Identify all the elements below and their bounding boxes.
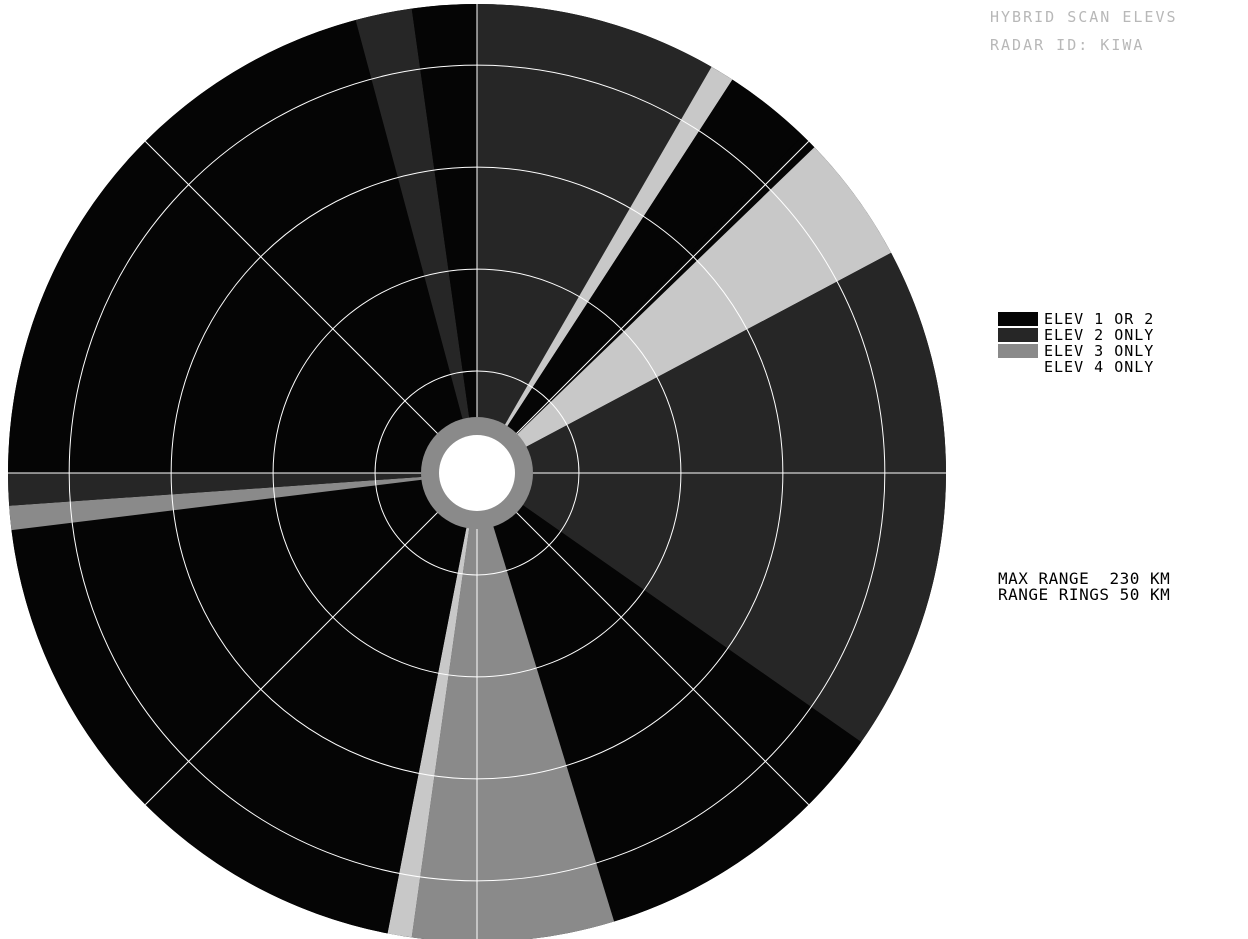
legend-swatch <box>998 344 1038 358</box>
max-range-label: MAX RANGE 230 KM <box>998 569 1171 588</box>
sector-north-band-a <box>355 8 477 474</box>
legend-item-elev4: ELEV 4 ONLY <box>998 359 1154 375</box>
sector-ne-beam-elev4 <box>477 66 733 474</box>
range-info: MAX RANGE 230 KM RANGE RINGS 50 KM <box>998 571 1170 603</box>
sector-south-elev3 <box>411 473 615 939</box>
legend-label: ELEV 2 ONLY <box>1044 326 1155 344</box>
sector-ne-gap-elev12 <box>477 79 803 473</box>
sector-south-west-elev12 <box>11 473 478 934</box>
sector-west-band-elev3 <box>9 473 478 531</box>
legend-item-elev12: ELEV 1 OR 2 <box>998 311 1154 327</box>
sector-north-east-elev2 <box>477 4 712 473</box>
sector-west-band-elev2 <box>8 473 477 506</box>
legend-label: ELEV 4 ONLY <box>1044 358 1155 376</box>
sector-north-west-elev12 <box>8 19 477 474</box>
radial-line-225 <box>145 472 478 805</box>
legend-label: ELEV 1 OR 2 <box>1044 310 1155 328</box>
legend-item-elev3: ELEV 3 ONLY <box>998 343 1154 359</box>
legend-swatch <box>998 360 1038 374</box>
sector-east-elev2 <box>477 252 947 743</box>
radar-id-label: RADAR ID: KIWA <box>990 36 1145 54</box>
sector-ne-wedge-elev4 <box>477 147 892 473</box>
sector-south-east-elev12 <box>477 473 862 922</box>
radar-center <box>439 435 515 511</box>
elevation-legend: ELEV 1 OR 2 ELEV 2 ONLY ELEV 3 ONLY ELEV… <box>998 311 1154 375</box>
range-rings-label: RANGE RINGS 50 KM <box>998 585 1171 604</box>
map-title: HYBRID SCAN ELEVS <box>990 8 1178 26</box>
legend-item-elev2: ELEV 2 ONLY <box>998 327 1154 343</box>
legend-swatch <box>998 328 1038 342</box>
radar-coverage-map <box>8 4 947 939</box>
sector-north-band-b <box>411 4 477 473</box>
legend-label: ELEV 3 ONLY <box>1044 342 1155 360</box>
legend-swatch <box>998 312 1038 326</box>
radial-line-135 <box>476 472 809 805</box>
sector-south-beam-elev4 <box>387 473 477 938</box>
radial-line-315 <box>145 141 478 474</box>
radial-line-45 <box>476 141 809 474</box>
